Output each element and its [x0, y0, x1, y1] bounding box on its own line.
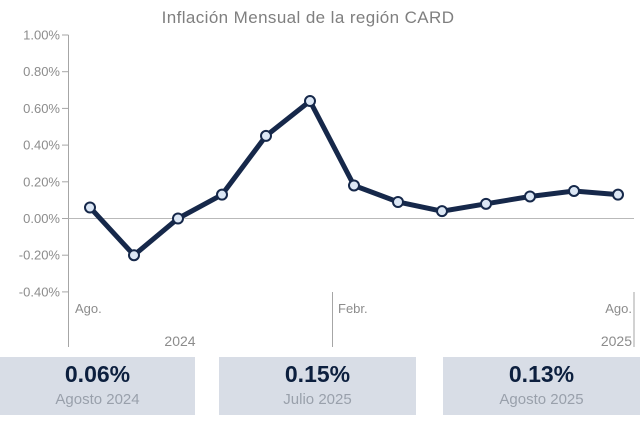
y-axis-tick-label: -0.20% — [19, 248, 61, 263]
kpi-cards: 0.06% Agosto 2024 0.15% Julio 2025 0.13%… — [0, 357, 640, 415]
y-axis-tick-label: 1.00% — [23, 28, 60, 43]
chart-title: Inflación Mensual de la región CARD — [161, 8, 455, 27]
data-point-marker[interactable] — [304, 95, 316, 108]
kpi-value: 0.15% — [284, 361, 351, 387]
x-axis-year-label: 2025 — [601, 333, 632, 349]
data-point-marker[interactable] — [568, 184, 580, 197]
kpi-value: 0.06% — [64, 361, 131, 387]
x-axis-month-label: Ago. — [605, 301, 632, 316]
data-point-marker[interactable] — [348, 179, 360, 192]
y-axis-tick-label: 0.20% — [23, 174, 60, 189]
data-point-marker[interactable] — [436, 205, 448, 218]
y-axis-tick-label: -0.40% — [19, 284, 61, 299]
y-axis-tick-label: 0.00% — [23, 211, 60, 226]
y-axis-tick-label: 0.80% — [23, 64, 60, 79]
x-axis-year-label: 2024 — [164, 333, 195, 349]
kpi-value: 0.13% — [508, 361, 575, 387]
kpi-card-agosto-2024[interactable]: 0.06% Agosto 2024 — [0, 357, 195, 415]
inflation-line-chart[interactable]: 1.00% 0.80% 0.60% 0.40% 0.20% 0.00% -0.20% -0.4… — [0, 0, 640, 352]
data-point-marker[interactable] — [260, 129, 272, 142]
data-point-marker[interactable] — [392, 195, 404, 208]
kpi-card-julio-2025[interactable]: 0.15% Julio 2025 — [219, 357, 416, 415]
x-axis-month-label: Febr. — [338, 301, 368, 316]
kpi-card-agosto-2025[interactable]: 0.13% Agosto 2025 — [443, 357, 640, 415]
data-point-marker[interactable] — [612, 188, 624, 201]
inflation-series-line — [88, 97, 619, 259]
data-point-marker[interactable] — [216, 188, 228, 201]
data-point-marker[interactable] — [172, 212, 184, 225]
data-point-marker[interactable] — [84, 201, 96, 214]
x-axis-month-label: Ago. — [75, 301, 102, 316]
data-point-marker[interactable] — [524, 190, 536, 203]
y-axis-tick-label: 0.60% — [23, 101, 60, 116]
kpi-label: Agosto 2025 — [499, 391, 584, 408]
data-point-marker[interactable] — [128, 249, 140, 262]
kpi-label: Julio 2025 — [283, 391, 352, 408]
data-point-marker[interactable] — [480, 197, 492, 210]
y-axis-tick-label: 0.40% — [23, 138, 60, 153]
kpi-label: Agosto 2024 — [55, 391, 140, 408]
